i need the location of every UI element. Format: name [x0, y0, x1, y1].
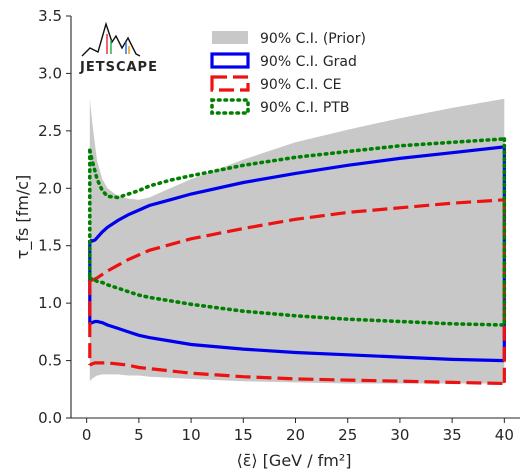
- y-tick-label: 2.5: [38, 122, 62, 140]
- x-axis-label: ⟨ε̄⟩ [GeV / fm²]: [236, 451, 351, 470]
- y-tick-label: 1.5: [38, 237, 62, 255]
- lower-line-c-i-ce: [89, 361, 505, 386]
- x-tick-label: 40: [495, 426, 514, 444]
- logo-text: JETSCAPE: [79, 60, 158, 75]
- upper-line-c-i-grad: [89, 145, 505, 243]
- x-tick-label: 35: [443, 426, 462, 444]
- legend-label-c-i-grad: 90% C.I. Grad: [260, 54, 357, 70]
- upper-line-c-i-ce: [89, 198, 505, 282]
- legend-label-c-i-ce: 90% C.I. CE: [260, 77, 341, 93]
- x-tick-label: 25: [338, 426, 357, 444]
- lower-line-c-i-ptb: [88, 276, 507, 327]
- x-tick-label: 10: [182, 426, 201, 444]
- x-tick-label: 15: [234, 426, 253, 444]
- legend-swatch-c-i-ce: [210, 75, 250, 92]
- lower-line-c-i-grad: [89, 319, 505, 363]
- mountain-icon: [81, 21, 141, 57]
- x-tick-label: 20: [286, 426, 305, 444]
- band-c-i-prior: [89, 98, 505, 384]
- y-axis-label: τ_fs [fm/c]: [13, 175, 33, 260]
- plot-area: [87, 98, 507, 386]
- legend-swatch-c-i-prior: [212, 31, 248, 44]
- x-tick-label: 30: [390, 426, 409, 444]
- legend-swatch-c-i-grad: [210, 52, 250, 69]
- legend: 90% C.I. (Prior) 90% C.I. Grad 90% C.I. CE…: [210, 31, 366, 116]
- legend-label-c-i-prior: 90% C.I. (Prior): [260, 31, 366, 47]
- legend-swatch-c-i-ptb: [210, 98, 250, 115]
- x-tick-label: 5: [134, 426, 144, 444]
- legend-label-c-i-ptb: 90% C.I. PTB: [260, 100, 349, 116]
- y-tick-label: 3.0: [38, 64, 62, 82]
- y-tick-label: 2.0: [38, 179, 62, 197]
- y-tick-label: 0.5: [38, 352, 62, 370]
- y-tick-label: 3.5: [38, 7, 62, 25]
- upper-line-c-i-ptb: [88, 137, 507, 200]
- jetscape-logo: JETSCAPE: [79, 21, 158, 75]
- x-tick-label: 0: [82, 426, 92, 444]
- ticks: 0 5 10 15 20 25 30 35 40 0.0 0.5 1.0 1.5 2.0 2.5 3.0 3.5: [38, 7, 514, 444]
- y-tick-label: 0.0: [38, 409, 62, 427]
- y-tick-label: 1.0: [38, 294, 62, 312]
